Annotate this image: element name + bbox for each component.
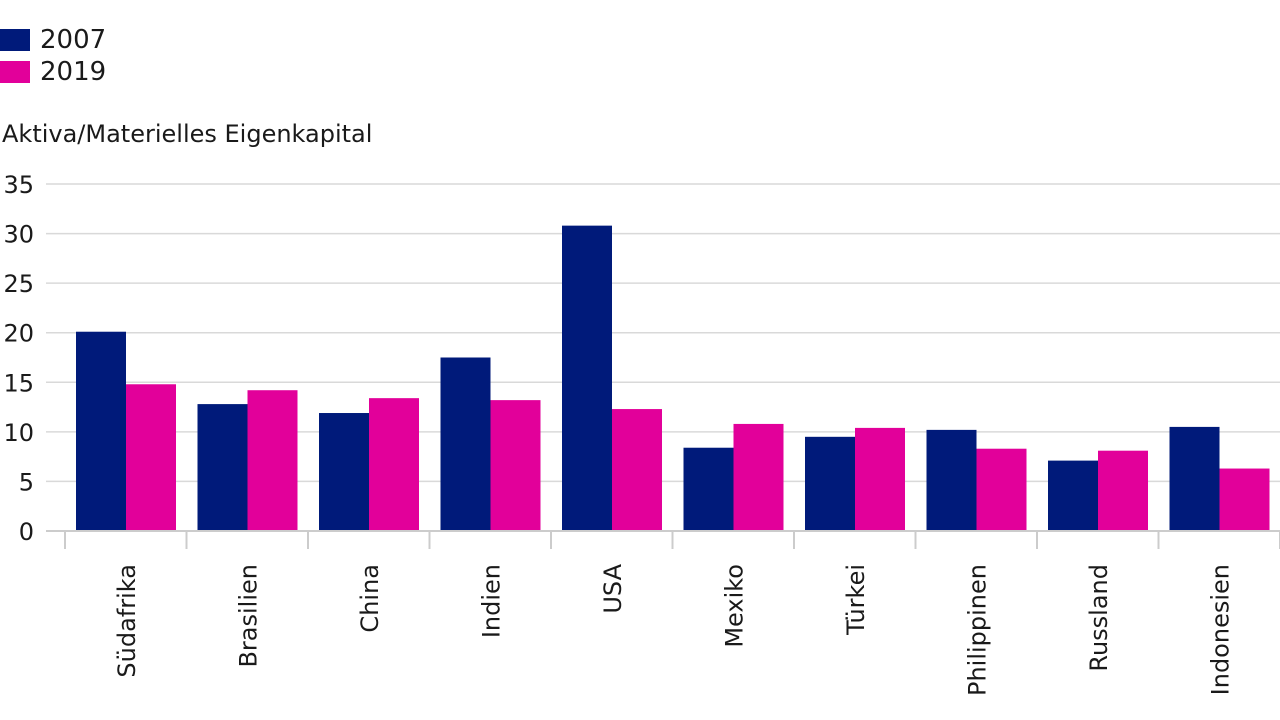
legend: 2007 2019: [0, 24, 106, 88]
category-label: Philippinen: [964, 564, 992, 696]
y-tick-labels: 0 5 10 15 20 25 30 35: [3, 171, 34, 546]
y-tick-label: 0: [19, 518, 34, 546]
bar-2007-3: [440, 357, 491, 531]
category-label: Indonesien: [1207, 564, 1235, 695]
category-label: Brasilien: [235, 564, 263, 668]
bar-2007-7: [926, 429, 977, 531]
bar-2007-1: [197, 404, 248, 531]
legend-swatch-2019: [0, 61, 30, 83]
category-label: Mexiko: [721, 564, 749, 648]
legend-item-2019: 2019: [0, 56, 106, 88]
bar-2007-0: [76, 331, 126, 531]
category-label: USA: [599, 563, 627, 613]
category-labels: Südafrika Brasilien China Indien USA Mexiko Tü…: [113, 563, 1235, 696]
bar-2007-5: [683, 447, 734, 531]
bar-2019-9: [1219, 468, 1270, 531]
bar-2019-5: [733, 423, 784, 531]
legend-label-2007: 2007: [40, 25, 107, 55]
y-tick-label: 20: [3, 320, 34, 348]
legend-swatch-2007: [0, 29, 30, 51]
category-label: Türkei: [842, 564, 870, 636]
bar-2019-4: [612, 409, 662, 531]
y-tick-label: 5: [19, 468, 34, 496]
bar-2019-2: [369, 398, 419, 531]
bar-2019-6: [855, 427, 905, 531]
category-label: Südafrika: [113, 564, 141, 678]
bar-2019-7: [976, 448, 1027, 531]
bar-2007-9: [1169, 426, 1220, 531]
y-axis-label: Aktiva/Materielles Eigenkapital: [2, 120, 373, 148]
bars: [76, 225, 1270, 531]
x-axis: [46, 530, 1280, 549]
y-tick-label: 30: [3, 221, 34, 249]
legend-label-2019: 2019: [40, 57, 107, 87]
y-tick-label: 15: [3, 369, 34, 397]
bar-2007-6: [805, 436, 855, 531]
y-tick-label: 10: [3, 419, 34, 447]
bar-2007-8: [1048, 460, 1098, 531]
bar-2007-2: [319, 413, 369, 531]
bar-2019-8: [1098, 450, 1148, 531]
bar-2007-4: [562, 225, 612, 531]
category-label: Russland: [1085, 564, 1113, 672]
legend-item-2007: 2007: [0, 24, 106, 56]
bar-2019-1: [247, 390, 298, 531]
y-tick-label: 25: [3, 270, 34, 298]
bar-2019-3: [490, 400, 541, 531]
bar-2019-0: [126, 384, 176, 531]
category-label: Indien: [478, 564, 506, 638]
y-tick-label: 35: [3, 171, 34, 199]
category-label: China: [356, 564, 384, 633]
